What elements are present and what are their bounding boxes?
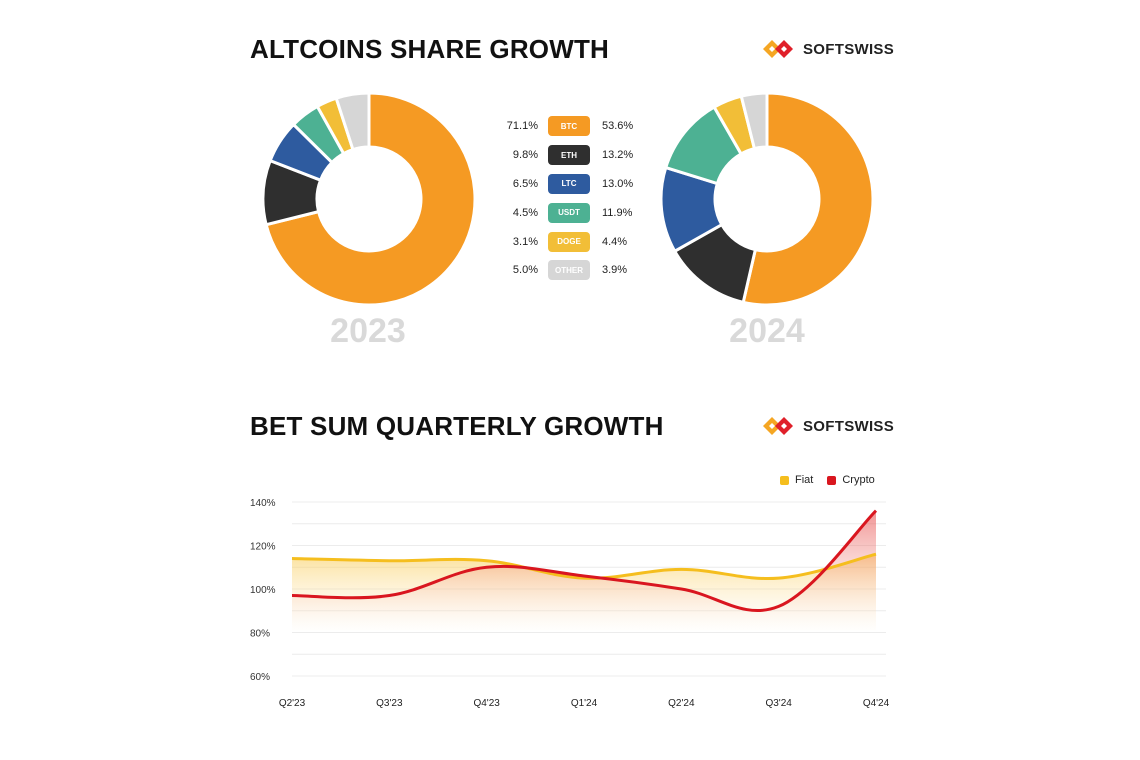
value-2023: 5.0% [512,264,538,277]
badge-eth: ETH [548,145,590,166]
donut-slice-other [739,92,769,151]
crypto-label: Crypto [842,474,875,486]
badge-btc: BTC [548,116,590,137]
x-tick-label: Q3'24 [765,698,792,709]
y-tick-label: 120% [250,542,276,553]
value-2024: 11.9% [602,206,633,219]
area-crypto [292,510,876,631]
line-fiat [291,552,877,581]
donut-slice-other [334,92,371,152]
share-legend: 71.1% BTC 53.6% 9.8% ETH 13.2% 6.5% LTC … [500,112,650,285]
year-label-2023: 2023 [330,312,406,350]
donut-chart-2023 [262,92,476,306]
softswiss-logo-icon [763,417,793,435]
badge-other: OTHER [548,260,590,281]
legend-row-btc: 71.1% BTC 53.6% [500,112,650,141]
legend-item-fiat: Fiat [780,474,813,486]
x-tick-label: Q4'24 [863,698,890,709]
x-tick-label: Q4'23 [473,698,500,709]
altcoins-title: ALTCOINS SHARE GROWTH [250,34,610,64]
y-tick-label: 140% [250,498,276,509]
value-2024: 3.9% [602,264,628,277]
value-2024: 4.4% [602,235,628,248]
y-tick-label: 80% [250,629,270,640]
line-crypto [291,509,878,612]
y-tick-label: 100% [250,585,276,596]
fiat-swatch [780,475,789,485]
value-2023: 6.5% [512,177,538,190]
badge-ltc: LTC [548,173,590,194]
softswiss-logo-bottom: SOFTSWISS [763,415,894,437]
softswiss-logo-icon [763,40,793,58]
value-2023: 9.8% [512,149,538,162]
legend-item-crypto: Crypto [827,474,875,486]
legend-row-other: 5.0% OTHER 3.9% [500,256,650,285]
fiat-label: Fiat [795,474,814,486]
y-axis-ticks: 140% 120% 100% 80% 60% [250,498,276,683]
legend-row-eth: 9.8% ETH 13.2% [500,141,650,170]
value-2024: 53.6% [602,120,634,133]
x-tick-label: Q2'23 [279,698,306,709]
softswiss-logo-top: SOFTSWISS [763,38,894,60]
logo-text: SOFTSWISS [803,417,895,435]
badge-doge: DOGE [548,231,590,252]
value-2024: 13.0% [602,177,634,190]
donut-slice-btc [741,92,874,306]
value-2024: 13.2% [602,149,634,162]
series-areas [292,510,876,631]
donut-slice-btc [264,92,476,306]
year-label-2024: 2024 [729,312,805,350]
legend-row-doge: 3.1% DOGE 4.4% [500,227,650,256]
logo-text: SOFTSWISS [803,40,895,58]
badge-usdt: USDT [548,202,590,223]
bet-sum-title: BET SUM QUARTERLY GROWTH [250,411,664,441]
x-tick-label: Q2'24 [668,698,695,709]
value-2023: 4.5% [512,206,538,219]
donut-chart-2024 [660,92,874,306]
series-lines [291,509,878,612]
x-tick-label: Q3'23 [376,698,403,709]
x-axis-ticks: Q2'23 Q3'23 Q4'23 Q1'24 Q2'24 Q3'24 Q4'24 [279,698,890,709]
legend-row-ltc: 6.5% LTC 13.0% [500,170,650,199]
legend-row-usdt: 4.5% USDT 11.9% [500,198,650,227]
y-tick-label: 60% [250,672,270,683]
line-chart-legend: Fiat Crypto [780,474,875,486]
x-tick-label: Q1'24 [571,698,598,709]
value-2023: 3.1% [512,235,538,248]
line-chart: 140%120%100%80%60% Q2'23 Q3'23 Q4'23 Q1'24 Q… [250,498,890,709]
crypto-swatch [827,475,837,485]
value-2023: 71.1% [506,120,538,133]
